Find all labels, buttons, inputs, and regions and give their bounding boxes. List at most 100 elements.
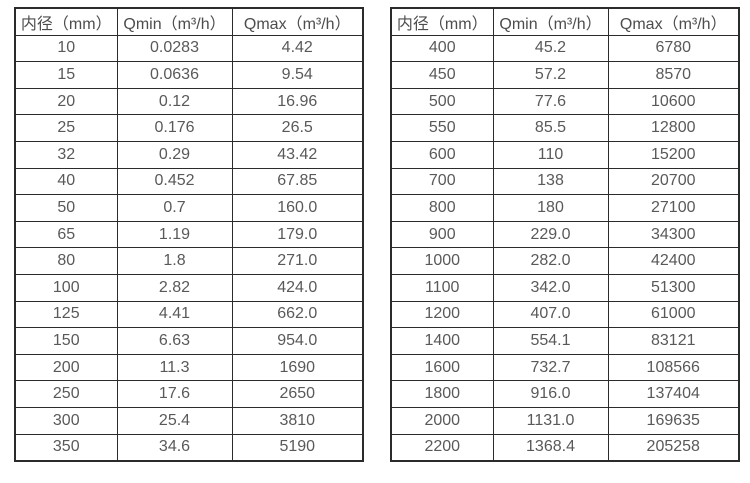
- cell-diameter: 2000: [390, 406, 494, 435]
- cell-diameter: 1100: [390, 273, 494, 302]
- cell-qmax: 5190: [231, 433, 364, 462]
- table-row: 1200 407.0 61000: [390, 300, 740, 329]
- table-row: 900 229.0 34300: [390, 220, 740, 249]
- table-row: 300 25.4 3810: [14, 406, 364, 435]
- cell-qmax: 16.96: [231, 87, 364, 116]
- cell-diameter: 1400: [390, 327, 494, 355]
- flow-table-small-diameters: 内径（mm） Qmin（m³/h） Qmax（m³/h） 10 0.0283 4.42 1…: [14, 7, 364, 463]
- table-row: 600 110 15200: [390, 140, 740, 169]
- cell-qmin: 0.0283: [116, 34, 233, 63]
- table-row: 65 1.19 179.0: [14, 220, 364, 249]
- cell-diameter: 550: [390, 114, 494, 142]
- cell-qmin: 57.2: [492, 61, 609, 89]
- table-body: 10 0.0283 4.42 15 0.0636 9.54 20 0.12 16.96 25 0.1…: [14, 34, 364, 462]
- cell-qmin: 0.12: [116, 87, 233, 116]
- cell-qmin: 282.0: [492, 247, 609, 275]
- cell-diameter: 100: [14, 273, 118, 302]
- cell-diameter: 150: [14, 327, 118, 355]
- table-row: 1600 732.7 108566: [390, 353, 740, 382]
- header-row: 内径（mm） Qmin（m³/h） Qmax（m³/h）: [390, 7, 740, 36]
- cell-diameter: 2200: [390, 433, 494, 462]
- cell-diameter: 450: [390, 61, 494, 89]
- table-row: 100 2.82 424.0: [14, 273, 364, 302]
- cell-qmin: 1.8: [116, 247, 233, 275]
- cell-qmax: 3810: [231, 406, 364, 435]
- cell-qmax: 662.0: [231, 300, 364, 329]
- cell-qmax: 27100: [607, 194, 740, 222]
- cell-qmin: 0.452: [116, 167, 233, 196]
- cell-diameter: 350: [14, 433, 118, 462]
- cell-qmax: 67.85: [231, 167, 364, 196]
- cell-qmax: 954.0: [231, 327, 364, 355]
- table-row: 15 0.0636 9.54: [14, 61, 364, 89]
- header-qmax: Qmax（m³/h）: [607, 7, 740, 36]
- cell-qmax: 43.42: [231, 140, 364, 169]
- cell-qmin: 1.19: [116, 220, 233, 249]
- cell-diameter: 40: [14, 167, 118, 196]
- cell-diameter: 200: [14, 353, 118, 382]
- cell-qmin: 138: [492, 167, 609, 196]
- cell-qmin: 34.6: [116, 433, 233, 462]
- cell-diameter: 65: [14, 220, 118, 249]
- table-header: 内径（mm） Qmin（m³/h） Qmax（m³/h）: [390, 7, 740, 36]
- cell-qmin: 342.0: [492, 273, 609, 302]
- cell-diameter: 25: [14, 114, 118, 142]
- cell-qmin: 25.4: [116, 406, 233, 435]
- cell-qmin: 732.7: [492, 353, 609, 382]
- table-row: 1800 916.0 137404: [390, 380, 740, 408]
- table-row: 1100 342.0 51300: [390, 273, 740, 302]
- table-row: 50 0.7 160.0: [14, 194, 364, 222]
- header-qmin: Qmin（m³/h）: [492, 7, 609, 36]
- table-row: 1400 554.1 83121: [390, 327, 740, 355]
- table-row: 550 85.5 12800: [390, 114, 740, 142]
- cell-qmax: 8570: [607, 61, 740, 89]
- cell-qmin: 1131.0: [492, 406, 609, 435]
- cell-qmax: 26.5: [231, 114, 364, 142]
- table-row: 10 0.0283 4.42: [14, 34, 364, 63]
- table-row: 700 138 20700: [390, 167, 740, 196]
- cell-diameter: 125: [14, 300, 118, 329]
- cell-qmax: 1690: [231, 353, 364, 382]
- cell-qmin: 85.5: [492, 114, 609, 142]
- cell-diameter: 250: [14, 380, 118, 408]
- cell-qmin: 916.0: [492, 380, 609, 408]
- header-qmax: Qmax（m³/h）: [231, 7, 364, 36]
- table-row: 125 4.41 662.0: [14, 300, 364, 329]
- table-row: 500 77.6 10600: [390, 87, 740, 116]
- table-row: 25 0.176 26.5: [14, 114, 364, 142]
- cell-diameter: 10: [14, 34, 118, 63]
- cell-qmin: 0.29: [116, 140, 233, 169]
- table-row: 20 0.12 16.96: [14, 87, 364, 116]
- cell-qmax: 61000: [607, 300, 740, 329]
- table-row: 32 0.29 43.42: [14, 140, 364, 169]
- table-row: 250 17.6 2650: [14, 380, 364, 408]
- cell-qmin: 180: [492, 194, 609, 222]
- flow-table-large-diameters: 内径（mm） Qmin（m³/h） Qmax（m³/h） 400 45.2 6780 45…: [390, 7, 740, 463]
- cell-qmin: 0.0636: [116, 61, 233, 89]
- cell-qmin: 2.82: [116, 273, 233, 302]
- cell-qmax: 10600: [607, 87, 740, 116]
- cell-diameter: 1000: [390, 247, 494, 275]
- cell-qmin: 6.63: [116, 327, 233, 355]
- table-row: 2200 1368.4 205258: [390, 433, 740, 462]
- cell-qmin: 554.1: [492, 327, 609, 355]
- cell-qmin: 0.176: [116, 114, 233, 142]
- cell-diameter: 50: [14, 194, 118, 222]
- table-row: 200 11.3 1690: [14, 353, 364, 382]
- cell-diameter: 1800: [390, 380, 494, 408]
- cell-qmax: 34300: [607, 220, 740, 249]
- cell-diameter: 800: [390, 194, 494, 222]
- table-row: 350 34.6 5190: [14, 433, 364, 462]
- cell-diameter: 1600: [390, 353, 494, 382]
- cell-qmin: 4.41: [116, 300, 233, 329]
- cell-qmax: 169635: [607, 406, 740, 435]
- cell-qmax: 15200: [607, 140, 740, 169]
- header-row: 内径（mm） Qmin（m³/h） Qmax（m³/h）: [14, 7, 364, 36]
- cell-qmax: 424.0: [231, 273, 364, 302]
- cell-qmax: 20700: [607, 167, 740, 196]
- table-row: 2000 1131.0 169635: [390, 406, 740, 435]
- cell-qmin: 17.6: [116, 380, 233, 408]
- cell-diameter: 600: [390, 140, 494, 169]
- cell-qmin: 11.3: [116, 353, 233, 382]
